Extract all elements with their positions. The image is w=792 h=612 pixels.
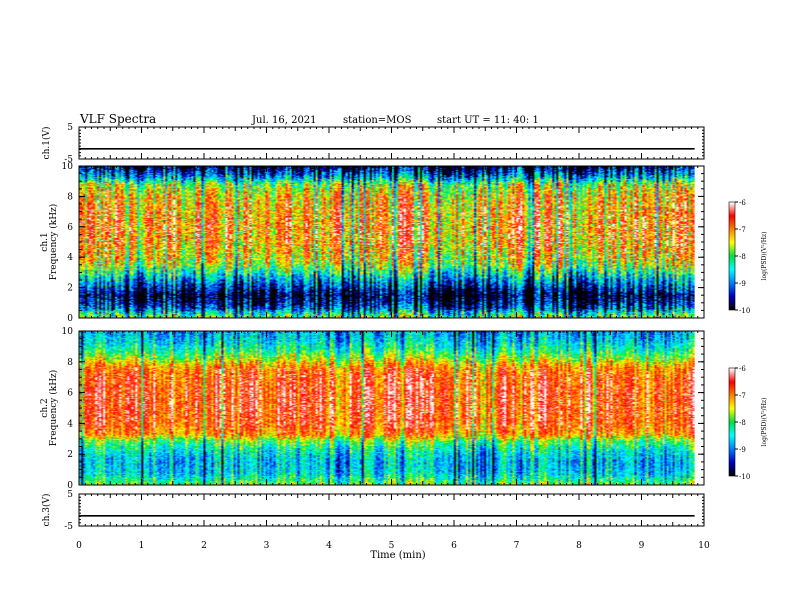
y-tick-label: -5 [64,522,73,532]
y-tick-label: 5 [67,123,73,133]
y-axis-label: ch.3(V) [41,494,52,527]
date-label: Jul. 16, 2021 [251,115,317,126]
time-axis: Time (min) 0 1 2 3 4 5 6 7 8 9 10 [76,541,710,561]
y-tick-label: -5 [64,155,73,165]
y-tick-label: 6 [67,389,73,399]
ch1-spectrogram-image [79,166,695,318]
station-label: station=MOS [343,115,412,126]
colorbar-tick-label: -7 [739,226,746,234]
x-tick-label: 2 [201,541,207,551]
colorbar-tick-label: -8 [739,419,746,427]
y-tick-label: 0 [67,314,73,324]
x-tick-label: 1 [139,541,145,551]
y-tick-label: 0 [67,481,73,491]
start-time-label: start UT = 11: 40: 1 [437,115,539,126]
y-tick-label: 8 [67,192,73,202]
y-tick-label: 8 [67,358,73,368]
y-tick-label: 6 [67,223,73,233]
figure-header: VLF Spectra Jul. 16, 2021 station=MOS st… [79,112,539,126]
colorbar-label: log(PSD)(V²/Hz) [761,232,768,281]
colorbar-tick-label: -9 [739,446,746,454]
ch1-voltage-panel: 5 -5 ch.1(V) [41,123,705,165]
colorbar-tick-label: -6 [739,199,746,207]
x-tick-label: 5 [389,541,395,551]
x-tick-label: 3 [264,541,270,551]
y-axis-label: Frequency (kHz) [48,204,59,281]
colorbar-tick-label: -7 [739,392,746,400]
x-tick-label: 10 [698,541,710,551]
x-tick-label: 0 [76,541,82,551]
ch1-colorbar: -6 -7 -8 -9 -10 log(PSD)(V²/Hz) [728,199,768,315]
x-tick-label: 6 [451,541,457,551]
x-tick-label: 9 [639,541,645,551]
y-tick-label: 10 [62,327,74,337]
colorbar-tick-label: -10 [739,307,750,315]
y-tick-label: 2 [67,450,73,460]
ch1-colorbar-image [729,202,735,310]
y-tick-label: 4 [67,253,73,263]
y-axis-label: ch.1(V) [41,127,52,160]
x-tick-label: 8 [576,541,582,551]
colorbar-tick-label: -9 [739,280,746,288]
ch1-spectrogram-panel: 0 2 4 6 8 10 ch.1 Frequency (kHz) [40,162,705,324]
y-axis-label: ch.2 [40,398,50,417]
colorbar-tick-label: -10 [739,473,750,481]
ch2-spectrogram-panel: 0 2 4 6 8 10 ch.2 Frequency (kHz) [40,327,705,491]
time-axis-label: Time (min) [370,550,425,561]
colorbar-tick-label: -8 [739,253,746,261]
ch2-spectrogram-image [79,331,695,485]
colorbar-label: log(PSD)(V²/Hz) [761,398,768,447]
y-tick-label: 4 [67,419,73,429]
y-axis-label: ch.1 [40,232,50,251]
colorbar-tick-label: -6 [739,365,746,373]
ch2-colorbar: -6 -7 -8 -9 -10 log(PSD)(V²/Hz) [728,365,768,481]
ch2-colorbar-image [729,368,735,476]
y-tick-label: 2 [67,284,73,294]
figure-title: VLF Spectra [79,112,156,126]
ch3-voltage-panel: 5 -5 ch.3(V) [41,490,705,532]
x-tick-label: 4 [326,541,332,551]
y-axis-label: Frequency (kHz) [48,370,59,447]
y-tick-label: 5 [67,490,73,500]
x-tick-label: 7 [514,541,520,551]
y-tick-label: 10 [62,162,74,172]
